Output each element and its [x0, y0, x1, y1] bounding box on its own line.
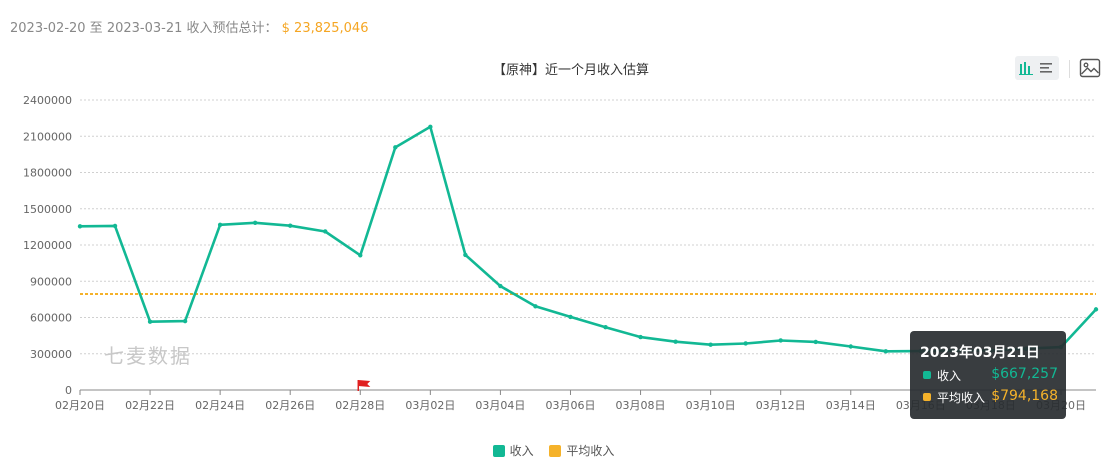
- revenue-point[interactable]: [428, 124, 433, 130]
- y-tick-label: 2400000: [23, 94, 72, 107]
- revenue-point[interactable]: [288, 223, 293, 228]
- revenue-point[interactable]: [112, 223, 118, 229]
- tooltip-value-average: $794,168: [991, 388, 1058, 404]
- legend-swatch-average: [549, 444, 562, 457]
- x-tick-label: 02月20日: [55, 399, 105, 412]
- x-tick-label: 02月24日: [195, 399, 245, 412]
- chart-legend: 收入 平均收入: [0, 442, 1107, 460]
- revenue-point[interactable]: [358, 253, 363, 258]
- tooltip-value-revenue: $667,257: [991, 366, 1058, 382]
- event-flag-icon[interactable]: [358, 380, 371, 387]
- y-tick-label: 0: [65, 384, 72, 397]
- x-tick-label: 02月26日: [265, 399, 315, 412]
- x-tick-label: 03月10日: [686, 399, 736, 412]
- tooltip-label-average: 平均收入: [937, 391, 986, 405]
- revenue-point[interactable]: [708, 342, 713, 347]
- revenue-point[interactable]: [883, 349, 888, 354]
- tooltip-label-revenue: 收入: [937, 369, 962, 383]
- x-tick-label: 03月08日: [616, 399, 666, 412]
- chart-tooltip: 2023年03月21日 收入 $667,257 平均收入 $794,168: [910, 331, 1066, 419]
- revenue-point[interactable]: [147, 319, 153, 324]
- summary-range: 2023-02-20 至 2023-03-21 收入预估总计：: [10, 21, 278, 36]
- revenue-point[interactable]: [77, 224, 83, 229]
- revenue-point[interactable]: [638, 334, 643, 340]
- revenue-point[interactable]: [182, 318, 188, 324]
- y-tick-label: 2100000: [23, 130, 72, 143]
- tooltip-date: 2023年03月21日: [920, 345, 1040, 361]
- legend-label-revenue: 收入: [509, 444, 534, 458]
- x-tick-label: 03月06日: [545, 399, 595, 412]
- bar-chart-icon[interactable]: [1019, 61, 1033, 75]
- revenue-point[interactable]: [568, 314, 573, 320]
- revenue-point[interactable]: [498, 283, 503, 289]
- x-tick-label: 03月12日: [756, 399, 806, 412]
- x-tick-label: 02月22日: [125, 399, 175, 412]
- revenue-point[interactable]: [778, 338, 783, 343]
- revenue-point[interactable]: [393, 145, 398, 150]
- revenue-point[interactable]: [463, 252, 468, 258]
- watermark: 七麦数据: [104, 344, 192, 368]
- y-tick-label: 600000: [30, 312, 72, 325]
- revenue-point[interactable]: [603, 324, 608, 330]
- summary-line: 2023-02-20 至 2023-03-21 收入预估总计： $ 23,825…: [10, 17, 368, 36]
- summary-total: $ 23,825,046: [281, 21, 369, 36]
- toolbar-divider: [1069, 60, 1070, 78]
- y-tick-label: 300000: [30, 348, 72, 361]
- chart-title: 【原神】近一个月收入估算: [493, 63, 649, 78]
- image-export-icon[interactable]: [1079, 57, 1101, 79]
- y-tick-label: 1200000: [23, 239, 72, 252]
- y-tick-label: 900000: [30, 275, 72, 288]
- x-tick-label: 02月28日: [335, 399, 385, 412]
- revenue-point[interactable]: [533, 304, 538, 309]
- x-tick-label: 03月04日: [475, 399, 525, 412]
- chart-view-toggle[interactable]: [1015, 56, 1059, 80]
- revenue-point[interactable]: [252, 220, 258, 225]
- revenue-point[interactable]: [217, 222, 223, 228]
- legend-label-average: 平均收入: [566, 444, 615, 458]
- tooltip-dot-revenue: [923, 371, 931, 379]
- y-tick-label: 1500000: [23, 203, 72, 216]
- list-icon[interactable]: [1039, 61, 1053, 75]
- legend-swatch-revenue: [492, 444, 505, 457]
- tooltip-dot-average: [923, 393, 931, 401]
- tooltip-row-revenue: 收入 $667,257: [920, 366, 1058, 386]
- y-tick-label: 1800000: [23, 167, 72, 180]
- revenue-point[interactable]: [743, 341, 748, 346]
- revenue-point[interactable]: [673, 339, 678, 344]
- x-tick-label: 03月14日: [826, 399, 876, 412]
- revenue-point[interactable]: [1093, 307, 1099, 312]
- legend-item-average[interactable]: 平均收入: [549, 442, 614, 459]
- revenue-point[interactable]: [848, 344, 853, 349]
- revenue-point[interactable]: [813, 339, 818, 345]
- legend-item-revenue[interactable]: 收入: [492, 442, 534, 459]
- tooltip-row-average: 平均收入 $794,168: [920, 388, 1058, 408]
- x-tick-label: 03月02日: [405, 399, 455, 412]
- revenue-point[interactable]: [323, 229, 328, 234]
